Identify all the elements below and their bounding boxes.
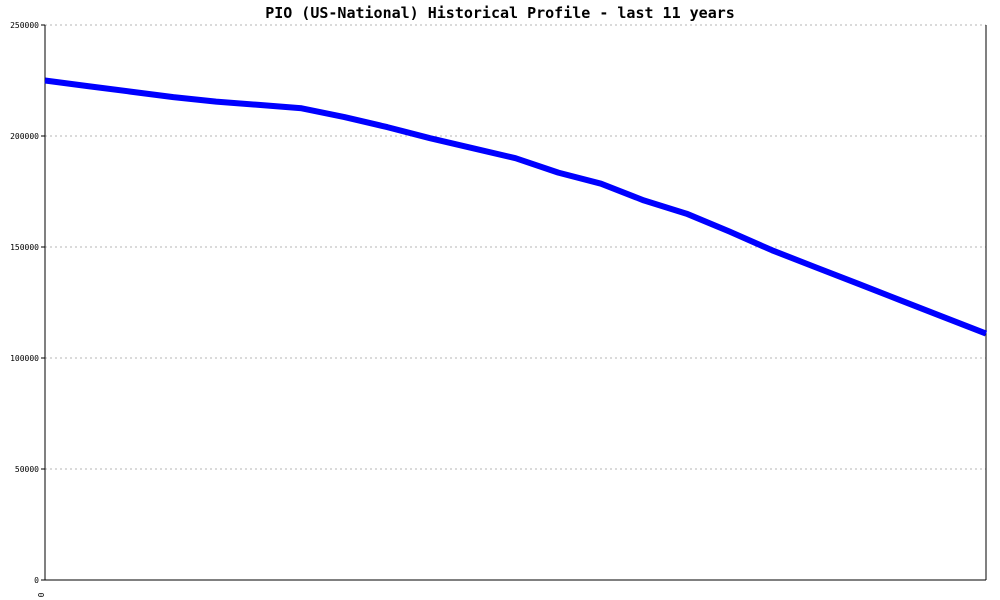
series-line — [44, 77, 988, 337]
y-tick-label: 250000 — [10, 21, 39, 30]
y-tick-label: 50000 — [15, 465, 39, 474]
grid-layer — [45, 24, 986, 470]
series-layer — [44, 77, 988, 337]
y-tick-label: 100000 — [10, 354, 39, 363]
y-tick-label: 0 — [34, 576, 39, 585]
y-tick-label: 200000 — [10, 132, 39, 141]
axis-layer — [44, 25, 987, 581]
tick-layer: 0 50000 100000 150000 200000 250000 0 — [10, 21, 46, 597]
x-tick-label: 0 — [37, 592, 46, 597]
chart-title: PIO (US-National) Historical Profile - l… — [265, 4, 735, 22]
y-tick-label: 150000 — [10, 243, 39, 252]
